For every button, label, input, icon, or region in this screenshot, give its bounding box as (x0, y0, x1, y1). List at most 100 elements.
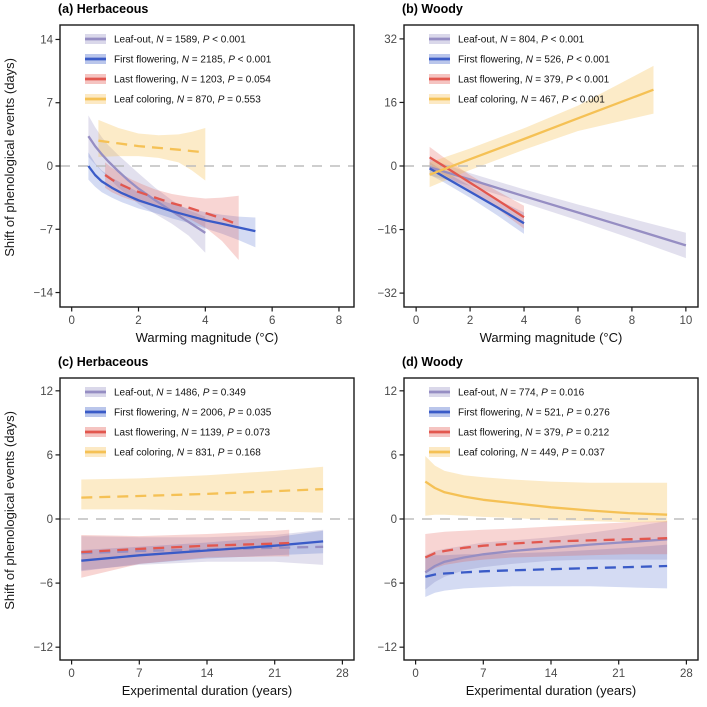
legend-item-3: Leaf coloring, N = 449, P = 0.037 (429, 447, 605, 459)
series-band-3 (98, 119, 206, 181)
y-tick-label: −32 (377, 288, 397, 300)
y-tick-label: 14 (40, 34, 53, 46)
x-axis-title: Experimental duration (years) (466, 683, 637, 698)
legend-label: Leaf coloring, N = 870, P = 0.553 (114, 95, 261, 106)
x-tick-label: 6 (575, 315, 581, 327)
panel-c: (c) Herbaceous −12 −6 0 6 12 0 7 14 21 28 Experime… (18, 353, 362, 706)
y-tick-label: 0 (47, 514, 53, 526)
figure-row-top: Shift of phenological events (days) (a) … (0, 0, 707, 353)
x-tick-label: 4 (202, 315, 209, 327)
legend-label: Leaf-out, N = 1486, P = 0.349 (114, 388, 246, 399)
series-line-1 (429, 167, 525, 225)
legend-item-3: Leaf coloring, N = 831, P = 0.168 (85, 447, 261, 459)
panel-b-title: (b) Woody (402, 2, 463, 16)
y-tick-label: 16 (384, 97, 397, 109)
y-tick-label: 12 (384, 386, 397, 398)
x-tick-label: 0 (413, 315, 419, 327)
series-band-1 (429, 162, 524, 234)
y-axis-title-text: Shift of phenological events (days) (1, 411, 17, 610)
series-line-0 (87, 135, 206, 234)
x-tick-label: 0 (68, 315, 74, 327)
series-band-0 (429, 158, 686, 259)
legend-label: Leaf-out, N = 774, P = 0.016 (458, 388, 585, 399)
series-band-2 (81, 529, 290, 578)
legend-item-2: Last flowering, N = 379, P < 0.001 (429, 74, 610, 86)
x-tick-label: 21 (268, 668, 281, 680)
y-tick-label: 12 (40, 386, 53, 398)
x-tick-label: 7 (480, 668, 486, 680)
x-tick-label: 10 (679, 315, 692, 327)
y-tick-label: −12 (33, 642, 53, 654)
legend-label: First flowering, N = 2006, P = 0.035 (114, 408, 272, 419)
figure-row-bottom: Shift of phenological events (days) (c) … (0, 353, 707, 706)
legend-label: Leaf-out, N = 1589, P < 0.001 (114, 35, 246, 46)
y-tick-label: 6 (391, 450, 397, 462)
legend-label: First flowering, N = 521, P = 0.276 (458, 408, 610, 419)
x-tick-label: 2 (467, 315, 473, 327)
x-tick-label: 4 (521, 315, 528, 327)
legend-item-1: First flowering, N = 521, P = 0.276 (429, 407, 610, 419)
x-tick-label: 14 (201, 668, 214, 680)
legend-item-1: First flowering, N = 526, P < 0.001 (429, 54, 610, 66)
panel-a-plot: −14 −7 0 7 14 0 2 4 6 8 Warming magnitude (°C) Leaf… (33, 24, 355, 345)
series-line-3 (429, 88, 654, 176)
x-tick-label: 28 (680, 668, 693, 680)
series-band-0 (425, 521, 668, 590)
panel-c-plot: −12 −6 0 6 12 0 7 14 21 28 Experimental duration (… (33, 377, 355, 698)
series-line-0 (424, 538, 668, 574)
y-tick-label: 6 (47, 450, 53, 462)
x-tick-label: 0 (412, 668, 418, 680)
panel-b: (b) Woody −32 −16 0 16 32 0 2 4 6 8 10 Warming magn… (362, 0, 706, 353)
y-tick-label: −6 (384, 578, 397, 590)
legend-item-1: First flowering, N = 2185, P < 0.001 (85, 54, 272, 66)
series-line-1 (87, 165, 256, 233)
series-line-2 (428, 156, 525, 219)
y-axis-title-text: Shift of phenological events (days) (1, 58, 17, 257)
series-band-1 (88, 152, 256, 248)
legend-item-3: Leaf coloring, N = 870, P = 0.553 (85, 94, 261, 106)
legend-label: Last flowering, N = 1203, P = 0.054 (114, 75, 271, 86)
y-tick-label: 0 (391, 161, 397, 173)
y-tick-label: 0 (47, 161, 53, 173)
series-line-0 (429, 166, 687, 247)
legend-item-0: Leaf-out, N = 804, P < 0.001 (429, 34, 585, 46)
panel-d-title: (d) Woody (402, 355, 463, 369)
panel-d: (d) Woody −12 −6 0 6 12 0 7 14 21 28 Experimental … (362, 353, 706, 706)
series-line-2 (424, 537, 668, 559)
x-axis-title: Warming magnitude (°C) (136, 330, 279, 345)
legend-label: First flowering, N = 2185, P < 0.001 (114, 55, 272, 66)
legend-item-2: Last flowering, N = 1203, P = 0.054 (85, 74, 271, 86)
series-line-3 (424, 480, 668, 516)
legend-label: Last flowering, N = 379, P = 0.212 (458, 428, 610, 439)
legend-label: First flowering, N = 526, P < 0.001 (458, 55, 610, 66)
legend-item-2: Last flowering, N = 379, P = 0.212 (429, 427, 610, 439)
series-band-0 (88, 115, 206, 253)
y-tick-label: −16 (377, 225, 397, 237)
panel-a-title: (a) Herbaceous (58, 2, 149, 16)
series-line-1 (425, 564, 668, 578)
legend-label: Last flowering, N = 1139, P = 0.073 (114, 428, 271, 439)
y-tick-label: 32 (384, 34, 397, 46)
x-axis-title: Warming magnitude (°C) (480, 330, 623, 345)
x-tick-label: 0 (68, 668, 74, 680)
panel-c-title: (c) Herbaceous (58, 355, 149, 369)
series-line-3 (98, 139, 206, 154)
legend-item-0: Leaf-out, N = 1486, P = 0.349 (85, 387, 246, 399)
series-line-2 (81, 541, 290, 554)
x-tick-label: 14 (545, 668, 558, 680)
y-tick-label: −6 (40, 578, 53, 590)
legend-item-3: Leaf coloring, N = 467, P < 0.001 (429, 94, 605, 106)
legend-item-1: First flowering, N = 2006, P = 0.035 (85, 407, 272, 419)
legend-item-0: Leaf-out, N = 1589, P < 0.001 (85, 34, 246, 46)
x-tick-label: 8 (629, 315, 635, 327)
legend-item-0: Leaf-out, N = 774, P = 0.016 (429, 387, 585, 399)
series-line-0 (81, 545, 324, 555)
x-tick-label: 21 (612, 668, 625, 680)
legend-label: Leaf coloring, N = 467, P < 0.001 (458, 95, 605, 106)
series-band-3 (425, 456, 668, 523)
panel-b-plot: −32 −16 0 16 32 0 2 4 6 8 10 Warming magnitude (°C)… (377, 24, 699, 345)
x-tick-label: 2 (135, 315, 141, 327)
panel-d-plot: −12 −6 0 6 12 0 7 14 21 28 Experimental duration (… (377, 377, 699, 698)
x-tick-label: 7 (136, 668, 142, 680)
